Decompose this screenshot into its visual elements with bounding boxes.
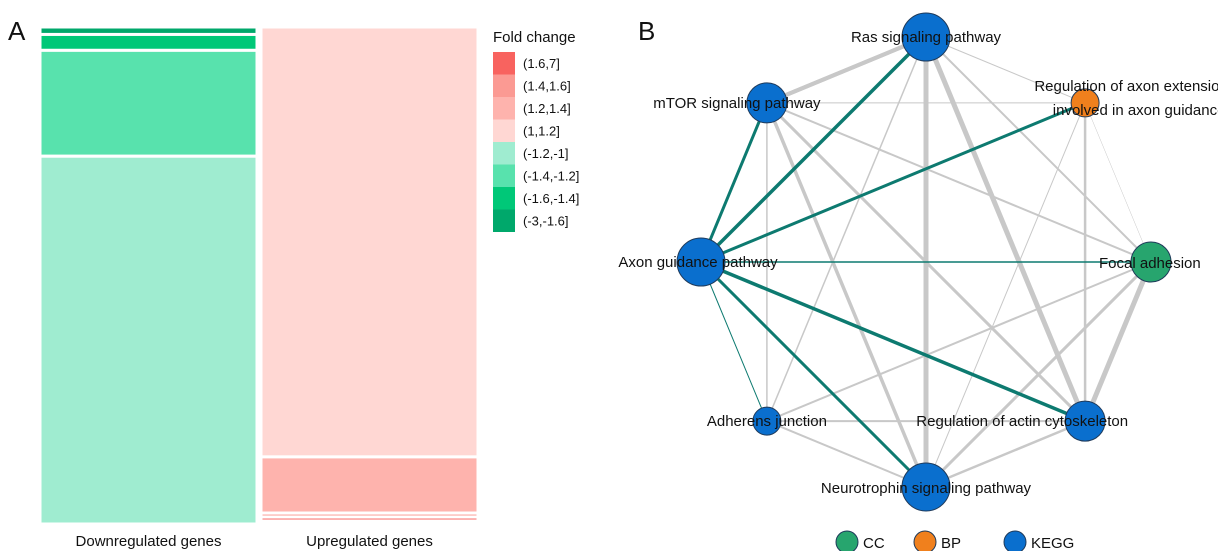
node-axonguid <box>676 237 726 287</box>
node-mtor <box>746 82 788 124</box>
legend-swatch-1-4-1-6 <box>493 74 515 97</box>
treemap-plot: Downregulated genes Upregulated genes <box>38 25 480 550</box>
edge-focal-adherens <box>765 261 1152 423</box>
edge-actin-neuro <box>924 419 1087 489</box>
tile-downregulated-genes-3 <box>38 154 259 526</box>
edge-mtor-focal <box>765 101 1152 263</box>
group-label-downregulated-genes: Downregulated genes <box>76 533 222 550</box>
node-neuro <box>901 462 951 512</box>
category-legend: CC BP KEGG <box>835 530 1074 551</box>
edge-axonguid-adherens <box>700 261 768 422</box>
edge-axonguid-neuro <box>699 260 928 489</box>
legend-label-1-4-1-2: (-1.4,-1.2] <box>523 169 579 184</box>
edge-focal-neuro <box>924 260 1153 489</box>
legend-swatch-1-4-1-2 <box>493 164 515 187</box>
edge-ras-adherens <box>766 36 927 422</box>
node-label-mtor: mTOR signaling pathway <box>653 95 821 112</box>
node-label-ras: Ras signaling pathway <box>851 29 1002 46</box>
legend-label-1-1-2: (1,1.2] <box>523 124 560 139</box>
tile-upregulated-genes-4 <box>259 519 480 526</box>
legend-text-cc: CC <box>863 535 885 551</box>
node-label-adherens: Adherens junction <box>707 413 827 430</box>
node-focal <box>1130 241 1172 283</box>
tile-downregulated-genes-1 <box>38 32 259 52</box>
tile-upregulated-genes-1 <box>259 455 480 515</box>
legend-title: Fold change <box>493 29 576 46</box>
fold-change-legend: Fold change (1.6,7] (1.4,1.6] (1.2,1.4] (1,1… <box>493 29 579 232</box>
edge-ras-actin <box>923 34 1088 424</box>
legend-label-1-2-1: (-1.2,-1] <box>523 146 569 161</box>
edge-axonext-neuro <box>925 102 1086 488</box>
legend-swatch-3-1-6 <box>493 209 515 232</box>
node-axonext <box>1070 88 1100 118</box>
legend-swatch-1-1-2 <box>493 119 515 142</box>
edge-axonguid-ras <box>699 35 928 264</box>
legend-label-1-6-1-4: (-1.6,-1.4] <box>523 191 579 206</box>
node-actin <box>1064 400 1106 442</box>
node-label-neuro: Neurotrophin signaling pathway <box>821 480 1032 497</box>
edge-ras-focal <box>925 36 1152 263</box>
legend-swatch-1-2-1-4 <box>493 97 515 120</box>
node-label-axonguid: Axon guidance pathway <box>618 254 778 271</box>
tile-upregulated-genes-0 <box>259 25 480 459</box>
legend-dot-bp <box>913 530 937 551</box>
panel-b-label: B <box>638 16 655 46</box>
node-label-actin: Regulation of actin cytoskeleton <box>916 413 1128 430</box>
legend-dot-cc <box>835 530 859 551</box>
edge-axonext-focal <box>1084 102 1152 263</box>
legend-text-kegg: KEGG <box>1031 535 1074 551</box>
edge-adherens-neuro <box>765 420 927 488</box>
edge-axonguid-axonext <box>699 101 1087 264</box>
edge-mtor-neuro <box>765 101 928 489</box>
legend-swatch-1-2-1 <box>493 142 515 165</box>
panel-a-label: A <box>8 16 26 46</box>
network-plot: Ras signaling pathway Regulation of axon … <box>618 12 1218 512</box>
edge-mtor-ras <box>764 35 928 105</box>
legend-label-1-2-1-4: (1.2,1.4] <box>523 101 571 116</box>
legend-swatch-1-6-7 <box>493 52 515 75</box>
node-label-focal: Focal adhesion <box>1099 255 1201 272</box>
tile-downregulated-genes-2 <box>38 48 259 158</box>
legend-text-bp: BP <box>941 535 961 551</box>
node-label-axonext: Regulation of axon extension involved in … <box>1034 78 1218 119</box>
edge-focal-actin <box>1082 259 1154 424</box>
legend-label-3-1-6: (-3,-1.6] <box>523 214 569 229</box>
node-ras <box>901 12 951 62</box>
edge-axonguid-mtor <box>699 101 769 264</box>
legend-label-1-4-1-6: (1.4,1.6] <box>523 79 571 94</box>
edge-axonguid-actin <box>699 260 1087 423</box>
group-label-upregulated-genes: Upregulated genes <box>306 533 433 550</box>
legend-dot-kegg <box>1003 530 1027 551</box>
legend-label-1-6-7: (1.6,7] <box>523 56 560 71</box>
legend-swatch-1-6-1-4 <box>493 187 515 210</box>
node-adherens <box>752 406 782 436</box>
edge-ras-axonext <box>925 36 1086 104</box>
